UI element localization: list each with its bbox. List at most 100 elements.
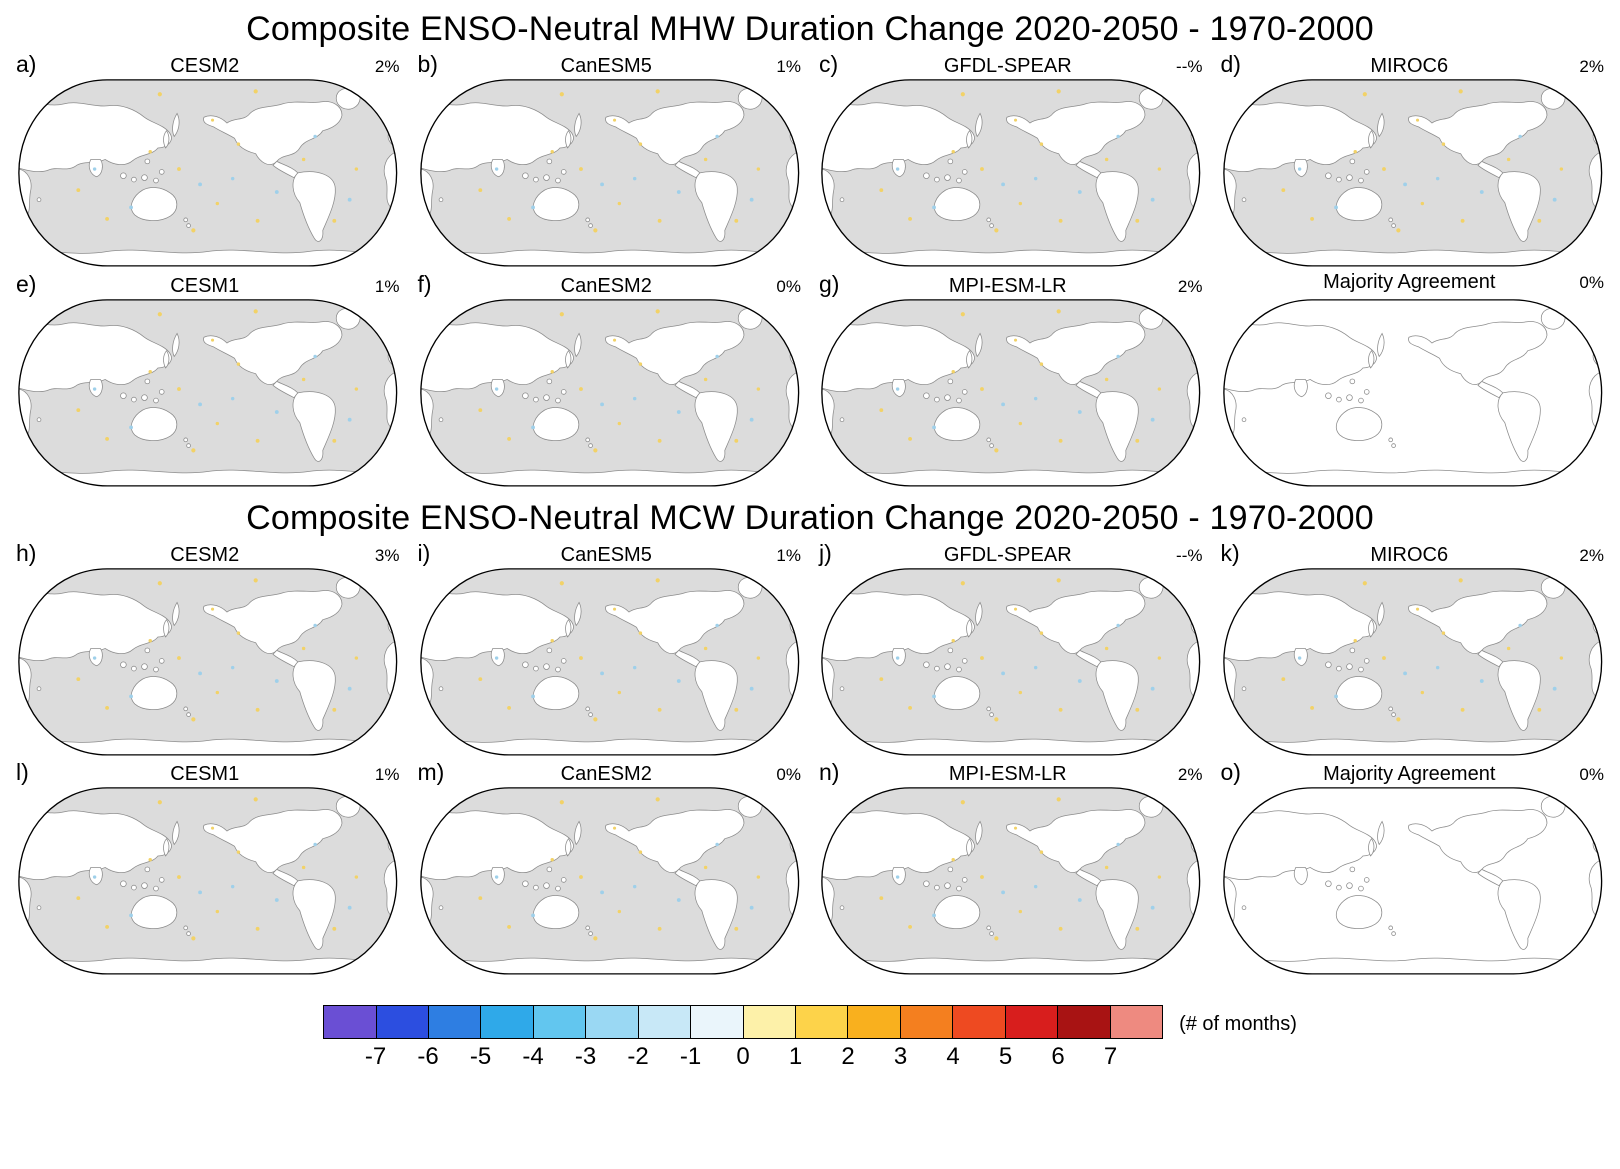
panel-letter: d) bbox=[1220, 51, 1241, 77]
colorbar-cell bbox=[899, 1005, 954, 1039]
colorbar-cells bbox=[323, 1005, 1164, 1039]
world-map bbox=[418, 77, 802, 269]
world-map bbox=[819, 785, 1203, 977]
world-map bbox=[1221, 566, 1605, 758]
panel-letter: g) bbox=[819, 270, 840, 297]
agreement-percentage: 1% bbox=[374, 765, 400, 785]
map-panel-h: h) CESM2 3% bbox=[16, 540, 400, 758]
agreement-percentage: 2% bbox=[1579, 57, 1604, 76]
panel-title: CanESM5 bbox=[560, 55, 652, 77]
panel-letter: b) bbox=[417, 51, 438, 77]
agreement-percentage: 1% bbox=[776, 545, 801, 565]
agreement-percentage: 1% bbox=[776, 57, 801, 76]
colorbar-cell bbox=[480, 1005, 534, 1039]
panel-letter: h) bbox=[16, 539, 37, 566]
world-map bbox=[819, 77, 1203, 269]
colorbar-tick-labels: -7 -6 -5 -4 -3 -2 -1 0 1 2 3 4 5 6 7 bbox=[349, 1043, 1137, 1071]
world-map bbox=[418, 297, 802, 489]
world-map bbox=[16, 785, 400, 977]
agreement-percentage: 2% bbox=[374, 57, 400, 76]
world-map bbox=[1221, 297, 1605, 489]
agreement-percentage: --% bbox=[1176, 57, 1203, 76]
panel-letter: j) bbox=[819, 539, 832, 566]
colorbar-tick: -7 bbox=[364, 1043, 387, 1070]
panel-letter: k) bbox=[1220, 539, 1240, 566]
panel-title: CESM1 bbox=[170, 274, 240, 297]
figure-title-mcw: Composite ENSO-Neutral MCW Duration Chan… bbox=[246, 498, 1374, 537]
colorbar-cell bbox=[795, 1005, 849, 1039]
colorbar-tick: 2 bbox=[841, 1043, 855, 1070]
panel-title: GFDL-SPEAR bbox=[943, 55, 1072, 77]
map-panel-b: b) CanESM5 1% bbox=[417, 51, 802, 269]
panel-title: CanESM2 bbox=[560, 763, 652, 786]
colorbar-tick: 5 bbox=[998, 1043, 1013, 1070]
panel-title: MIROC6 bbox=[1370, 543, 1449, 566]
world-map bbox=[16, 77, 400, 269]
panel-title: CESM2 bbox=[170, 543, 240, 566]
mhw-panel-grid: a) CESM2 2% b) CanESM5 1% c) GFDL-SPEAR … bbox=[0, 51, 1620, 489]
colorbar-cell bbox=[427, 1005, 482, 1039]
panel-letter: i) bbox=[417, 539, 431, 566]
colorbar-tick: -2 bbox=[627, 1043, 649, 1070]
colorbar-cell bbox=[375, 1005, 429, 1039]
panel-letter: m) bbox=[417, 759, 445, 786]
agreement-percentage: 2% bbox=[1177, 765, 1203, 785]
map-panel-m: m) CanESM2 0% bbox=[417, 759, 802, 977]
panel-letter: c) bbox=[819, 51, 839, 77]
colorbar-cell bbox=[1057, 1005, 1111, 1039]
map-panel-g: g) MPI-ESM-LR 2% bbox=[819, 271, 1203, 489]
panel-letter: a) bbox=[16, 51, 37, 77]
colorbar-tick: -1 bbox=[679, 1043, 702, 1070]
figure-title-mhw: Composite ENSO-Neutral MHW Duration Chan… bbox=[246, 10, 1374, 48]
colorbar-cell bbox=[637, 1005, 692, 1039]
panel-title: MPI-ESM-LR bbox=[948, 274, 1067, 297]
panel-letter: f) bbox=[417, 270, 432, 297]
panel-title: CESM1 bbox=[170, 763, 240, 786]
panel-title: GFDL-SPEAR bbox=[943, 543, 1072, 566]
map-panel-k: k) MIROC6 2% bbox=[1220, 539, 1605, 758]
agreement-percentage: --% bbox=[1176, 545, 1203, 565]
colorbar-tick: -4 bbox=[522, 1043, 544, 1070]
map-panel-d: d) MIROC6 2% bbox=[1220, 51, 1605, 269]
map-panel-n: n) MPI-ESM-LR 2% bbox=[819, 759, 1203, 977]
world-map bbox=[418, 785, 802, 977]
colorbar-cell bbox=[690, 1005, 744, 1039]
panel-title: CESM2 bbox=[170, 55, 240, 77]
panel-title: Majority Agreement bbox=[1323, 270, 1496, 293]
panel-title: Majority Agreement bbox=[1323, 763, 1496, 786]
agreement-percentage: 2% bbox=[1579, 545, 1604, 565]
panel-letter: o) bbox=[1220, 759, 1241, 786]
map-panel-majority-mhw: Majority Agreement 0% bbox=[1221, 270, 1605, 489]
colorbar-cell bbox=[1004, 1005, 1059, 1039]
agreement-percentage: 0% bbox=[776, 276, 801, 296]
world-map bbox=[1221, 77, 1605, 269]
panel-letter: n) bbox=[819, 759, 840, 786]
panel-title: MIROC6 bbox=[1370, 55, 1449, 77]
agreement-percentage: 1% bbox=[374, 276, 400, 296]
agreement-percentage: 3% bbox=[374, 545, 400, 565]
panel-title: CanESM2 bbox=[560, 274, 652, 297]
map-panel-c: c) GFDL-SPEAR --% bbox=[819, 51, 1203, 269]
colorbar-tick: -5 bbox=[469, 1043, 492, 1070]
agreement-percentage: 0% bbox=[1579, 272, 1604, 292]
colorbar-cell bbox=[952, 1005, 1006, 1039]
colorbar-unit-label: (# of months) bbox=[1179, 1013, 1297, 1035]
panel-letter: l) bbox=[16, 759, 29, 786]
map-panel-j: j) GFDL-SPEAR --% bbox=[819, 540, 1203, 758]
colorbar-tick: -3 bbox=[574, 1043, 597, 1070]
map-panel-f: f) CanESM2 0% bbox=[417, 270, 802, 489]
world-map bbox=[16, 566, 400, 758]
agreement-percentage: 0% bbox=[1579, 765, 1604, 785]
world-map bbox=[819, 297, 1203, 489]
colorbar-cell bbox=[742, 1005, 797, 1039]
colorbar-tick: 1 bbox=[788, 1043, 803, 1070]
map-panel-i: i) CanESM5 1% bbox=[417, 539, 802, 758]
world-map bbox=[418, 566, 802, 758]
agreement-percentage: 2% bbox=[1177, 276, 1203, 296]
colorbar-tick: 3 bbox=[893, 1043, 908, 1070]
colorbar-tick: 6 bbox=[1051, 1043, 1065, 1070]
colorbar: -7 -6 -5 -4 -3 -2 -1 0 1 2 3 4 5 6 7 (# … bbox=[0, 1005, 1620, 1071]
map-panel-l: l) CESM1 1% bbox=[16, 759, 400, 977]
colorbar-tick: -6 bbox=[417, 1043, 439, 1070]
world-map bbox=[819, 566, 1203, 758]
